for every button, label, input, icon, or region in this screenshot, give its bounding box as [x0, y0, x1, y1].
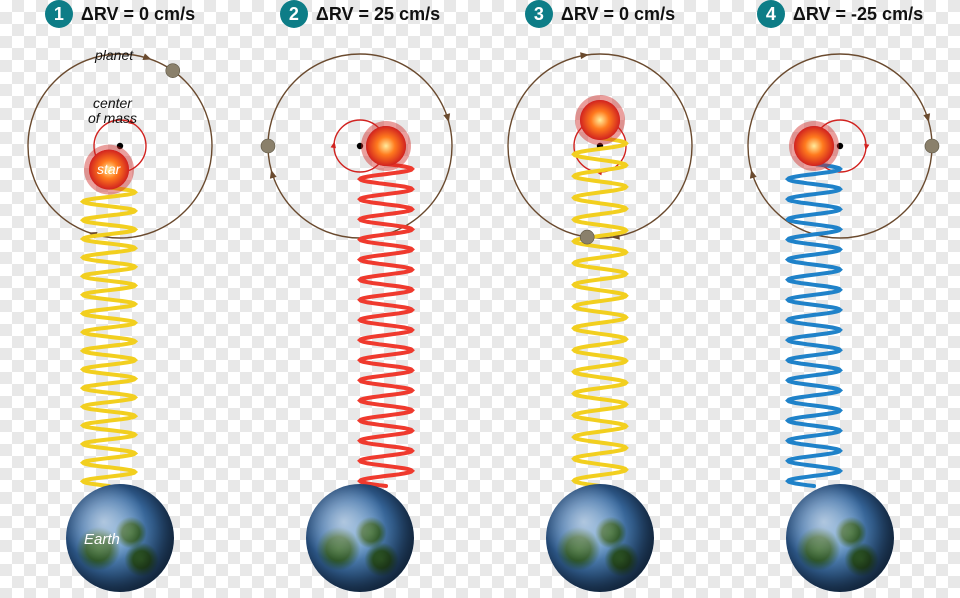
planet	[166, 64, 180, 78]
earth	[66, 484, 174, 592]
rv-label: ΔRV = 0 cm/s	[561, 4, 675, 25]
panel-header: 3 ΔRV = 0 cm/s	[480, 0, 720, 28]
light-wave	[83, 188, 135, 486]
rv-label: ΔRV = 25 cm/s	[316, 4, 440, 25]
panel-header: 2 ΔRV = 25 cm/s	[240, 0, 480, 28]
star	[575, 95, 625, 145]
light-wave	[574, 138, 626, 486]
planet	[925, 139, 939, 153]
panel-1: 1 ΔRV = 0 cm/s	[0, 0, 240, 598]
rv-label: ΔRV = 0 cm/s	[81, 4, 195, 25]
earth	[306, 484, 414, 592]
planet	[580, 230, 594, 244]
panel-4: 4 ΔRV = -25 cm/s	[720, 0, 960, 598]
panel-number-badge: 3	[525, 0, 553, 28]
light-wave	[788, 164, 840, 486]
panel-2: 2 ΔRV = 25 cm/s	[240, 0, 480, 598]
panel-3: 3 ΔRV = 0 cm/s	[480, 0, 720, 598]
panel-number-badge: 1	[45, 0, 73, 28]
earth	[546, 484, 654, 592]
star	[361, 121, 411, 171]
panel-number-badge: 4	[757, 0, 785, 28]
panel-header: 1 ΔRV = 0 cm/s	[0, 0, 240, 28]
light-wave	[360, 164, 412, 486]
star	[84, 145, 134, 195]
earth	[786, 484, 894, 592]
rv-label: ΔRV = -25 cm/s	[793, 4, 923, 25]
star	[789, 121, 839, 171]
panel-number-badge: 2	[280, 0, 308, 28]
panel-header: 4 ΔRV = -25 cm/s	[720, 0, 960, 28]
planet	[261, 139, 275, 153]
